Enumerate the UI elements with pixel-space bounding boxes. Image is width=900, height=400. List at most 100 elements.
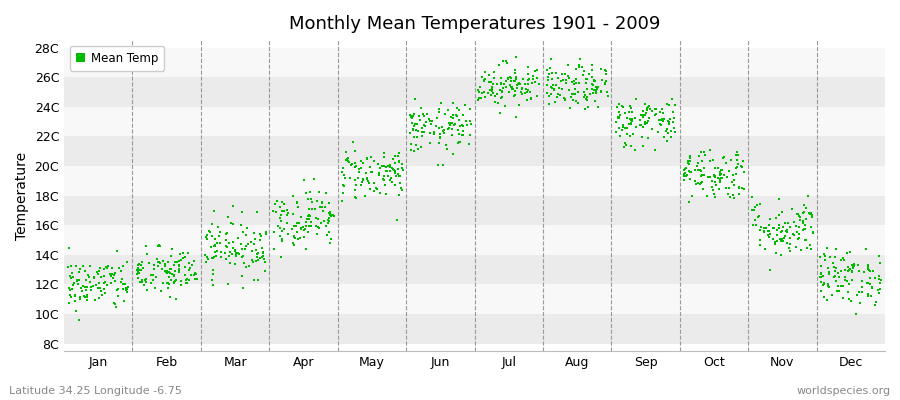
Point: [509, 85, 524, 92]
Point: [814, 287, 828, 294]
Point: [504, 84, 518, 90]
Point: [172, 258, 186, 264]
Point: [694, 149, 708, 155]
Point: [484, 92, 499, 98]
Point: [63, 273, 77, 280]
Point: [82, 279, 96, 285]
Point: [640, 104, 654, 111]
Point: [711, 175, 725, 182]
Point: [799, 245, 814, 251]
Point: [217, 250, 231, 257]
Point: [732, 185, 746, 191]
Point: [229, 253, 243, 259]
Point: [181, 250, 195, 256]
Bar: [64, 107, 885, 136]
Point: [845, 264, 859, 270]
Point: [433, 135, 447, 142]
Point: [427, 129, 441, 136]
Point: [423, 140, 437, 146]
Point: [708, 173, 723, 179]
Point: [202, 228, 216, 234]
Point: [717, 153, 732, 160]
Point: [377, 182, 392, 188]
Point: [683, 169, 698, 175]
Point: [832, 282, 846, 289]
Point: [703, 158, 717, 164]
Point: [339, 157, 354, 164]
Point: [616, 122, 631, 128]
Point: [636, 112, 651, 118]
Point: [67, 281, 81, 288]
Point: [148, 274, 163, 280]
Point: [548, 70, 562, 76]
Point: [415, 125, 429, 132]
Point: [351, 175, 365, 182]
Point: [752, 214, 766, 220]
Point: [266, 229, 281, 235]
Point: [134, 262, 148, 268]
Point: [737, 169, 751, 175]
Point: [290, 200, 304, 206]
Point: [837, 274, 851, 280]
Point: [749, 222, 763, 228]
Point: [515, 85, 529, 91]
Point: [244, 238, 258, 245]
Point: [487, 75, 501, 81]
Point: [859, 246, 873, 252]
Point: [851, 262, 866, 268]
Point: [482, 87, 497, 94]
Point: [567, 91, 581, 97]
Point: [837, 256, 851, 263]
Point: [134, 259, 148, 266]
Point: [694, 180, 708, 186]
Point: [821, 264, 835, 271]
Point: [98, 290, 112, 296]
Point: [766, 236, 780, 242]
Point: [258, 259, 273, 265]
Point: [872, 276, 886, 282]
Point: [163, 294, 177, 300]
Point: [838, 276, 852, 283]
Point: [508, 54, 523, 60]
Point: [565, 79, 580, 85]
Point: [348, 194, 363, 201]
Point: [379, 164, 393, 170]
Point: [617, 140, 632, 146]
Point: [133, 266, 148, 273]
Point: [247, 277, 261, 284]
Point: [314, 220, 328, 226]
Point: [110, 248, 124, 254]
Point: [577, 68, 591, 74]
Point: [793, 217, 807, 223]
Point: [326, 212, 340, 218]
Point: [706, 156, 720, 163]
Point: [135, 277, 149, 284]
Point: [828, 272, 842, 279]
Point: [683, 154, 698, 161]
Point: [492, 109, 507, 116]
Point: [169, 296, 184, 302]
Point: [663, 128, 678, 134]
Point: [706, 187, 720, 193]
Point: [707, 164, 722, 171]
Point: [235, 209, 249, 216]
Point: [286, 192, 301, 199]
Point: [770, 232, 784, 239]
Point: [256, 250, 270, 256]
Point: [321, 217, 336, 224]
Point: [296, 224, 310, 230]
Point: [131, 262, 146, 268]
Point: [783, 224, 797, 230]
Point: [634, 122, 648, 128]
Point: [150, 263, 165, 269]
Point: [451, 140, 465, 147]
Point: [384, 178, 399, 185]
Point: [732, 190, 746, 197]
Point: [816, 281, 831, 287]
Point: [724, 157, 738, 163]
Point: [89, 269, 104, 275]
Point: [299, 223, 313, 229]
Point: [734, 185, 749, 191]
Point: [722, 168, 736, 174]
Point: [72, 294, 86, 300]
